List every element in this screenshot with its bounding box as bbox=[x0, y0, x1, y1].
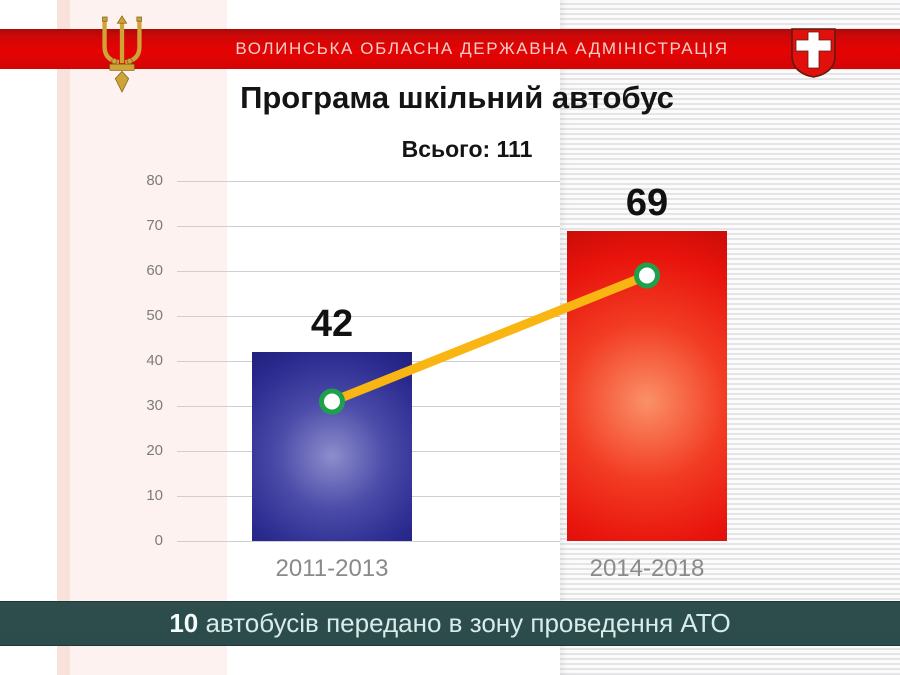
footer-highlight: 10 bbox=[169, 608, 199, 638]
header-banner-title: ВОЛИНСЬКА ОБЛАСНА ДЕРЖАВНА АДМІНІСТРАЦІЯ bbox=[235, 39, 729, 58]
category-label: 2011-2013 bbox=[275, 555, 389, 582]
slide-title: Програма шкільний автобус bbox=[240, 80, 674, 115]
y-tick-label: 50 bbox=[146, 307, 163, 324]
trident-icon bbox=[102, 15, 142, 93]
y-tick-label: 40 bbox=[146, 352, 163, 369]
bar-value-label: 69 bbox=[625, 181, 669, 224]
y-tick-label: 70 bbox=[146, 217, 163, 234]
left-pink-stripe bbox=[57, 0, 70, 675]
bar-2011-2013 bbox=[252, 352, 412, 541]
y-tick-label: 60 bbox=[146, 262, 163, 279]
bar-value-label: 42 bbox=[310, 303, 354, 345]
y-tick-label: 80 bbox=[146, 172, 163, 189]
left-pink-band bbox=[57, 0, 227, 675]
coat-of-arms-icon bbox=[791, 28, 836, 78]
footer-banner: 10 автобусів передано в зону проведення … bbox=[0, 601, 900, 646]
gridline bbox=[177, 541, 560, 542]
y-tick-label: 20 bbox=[146, 442, 163, 459]
gridline bbox=[177, 271, 560, 272]
footer-text: автобусів передано в зону проведення АТО bbox=[198, 608, 731, 638]
y-tick-label: 0 bbox=[154, 532, 163, 549]
gridline bbox=[177, 226, 560, 227]
total-label: Всього: 111 bbox=[401, 136, 533, 162]
gridline bbox=[177, 181, 560, 182]
header-banner: ВОЛИНСЬКА ОБЛАСНА ДЕРЖАВНА АДМІНІСТРАЦІЯ bbox=[0, 29, 900, 69]
y-tick-label: 30 bbox=[146, 397, 163, 414]
category-label: 2014-2018 bbox=[589, 555, 705, 582]
bar-2014-2018 bbox=[567, 230, 727, 541]
y-tick-label: 10 bbox=[146, 487, 163, 504]
